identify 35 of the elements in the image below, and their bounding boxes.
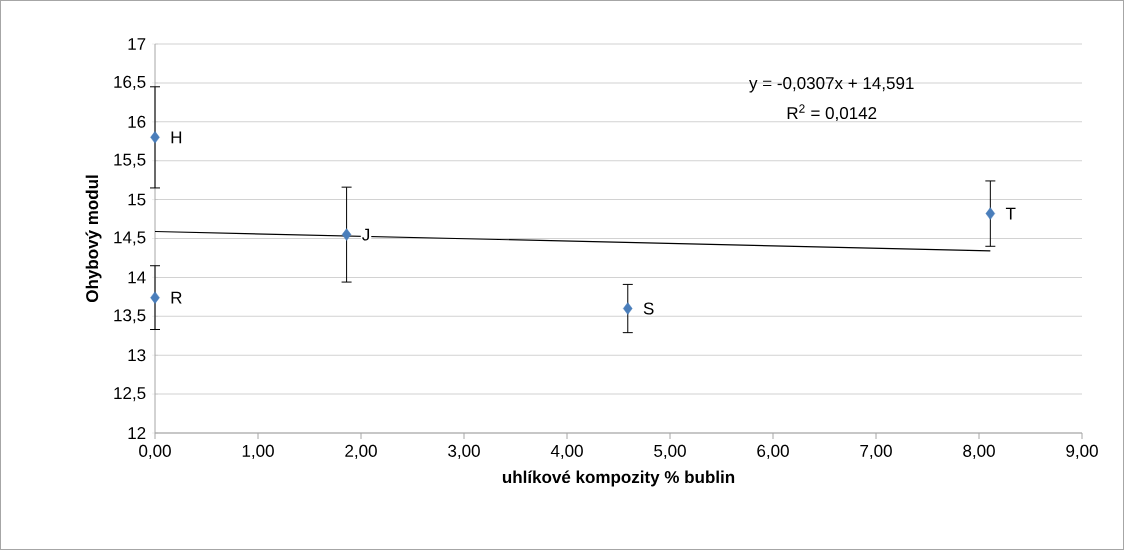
data-label: R [171,291,182,304]
x-axis-title: uhlíkové kompozity % bublin [502,470,735,487]
data-label: S [643,302,654,315]
point [623,302,633,315]
x-tick-label: 0,00 [139,444,171,459]
y-tick-label: 13 [128,349,146,362]
y-tick-label: 15,5 [114,153,146,168]
y-axis-title: Ohybový modul [85,175,102,303]
y-tick-label: 16,5 [114,75,146,90]
x-tick-label: 6,00 [757,444,789,459]
y-tick-label: 13,5 [114,309,146,324]
point [341,228,352,241]
y-tick-label: 12,5 [114,387,146,402]
x-tick-label: 2,00 [345,444,377,459]
x-tick-label: 4,00 [550,444,583,459]
x-tick-label: 8,00 [963,444,995,459]
x-tick-label: 5,00 [654,444,686,459]
y-tick-label: 15 [128,193,146,206]
y-tick-label: 12 [128,427,146,439]
data-label: T [1005,207,1016,220]
y-tick-label: 14,5 [114,231,146,246]
x-tick-label: 7,00 [860,444,892,459]
annotation: y = -0,0307x + 14,591 [749,77,914,93]
data-label: J [362,228,370,241]
x-tick-label: 9,00 [1066,444,1098,459]
x-tick-label: 1,00 [242,444,274,459]
annotation: R$^{2}$ = 0,0142 [787,104,877,122]
x-tick-label: 3,00 [448,444,480,459]
point [985,207,996,220]
y-tick-label: 14 [128,271,146,284]
y-tick-label: 16 [128,115,146,128]
data-label: H [171,131,182,144]
point [150,131,160,144]
y-tick-label: 17 [128,38,146,50]
point [150,291,160,304]
